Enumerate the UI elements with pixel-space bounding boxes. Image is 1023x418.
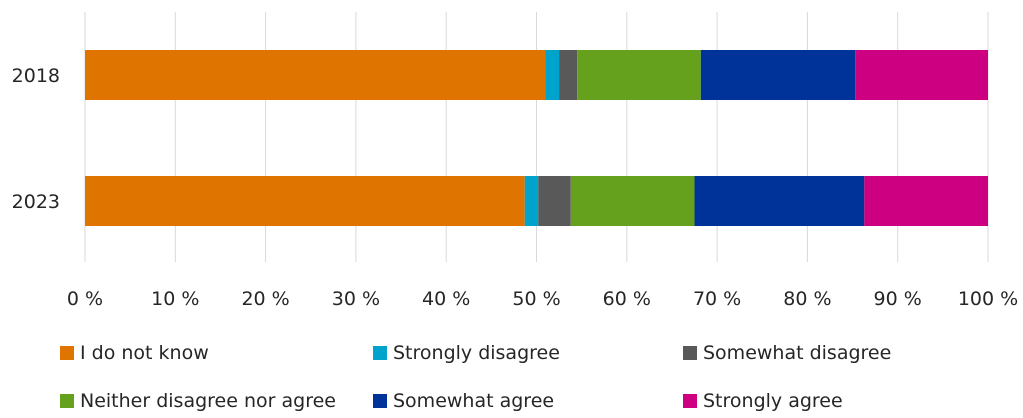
bar-segment	[85, 176, 525, 226]
bar-segment	[538, 176, 571, 226]
legend-label: Strongly agree	[703, 390, 843, 412]
bar-segment	[524, 176, 539, 226]
legend-swatch	[60, 394, 74, 408]
x-tick-label: 50 %	[512, 288, 560, 310]
x-tick-label: 40 %	[422, 288, 470, 310]
legend-swatch	[683, 394, 697, 408]
x-tick-label: 90 %	[874, 288, 922, 310]
bar-segment	[577, 50, 701, 100]
bars	[85, 50, 988, 226]
legend-item: Strongly agree	[683, 390, 843, 412]
bar-segment	[855, 50, 988, 100]
bar-segment	[85, 50, 546, 100]
category-label: 2018	[12, 65, 60, 87]
legend-swatch	[683, 346, 697, 360]
bar-segment	[700, 50, 856, 100]
x-tick-label: 100 %	[958, 288, 1018, 310]
bar-segment	[570, 176, 695, 226]
legend-swatch	[373, 346, 387, 360]
legend-label: Somewhat disagree	[703, 342, 892, 364]
x-tick-label: 20 %	[241, 288, 289, 310]
legend-label: Neither disagree nor agree	[80, 390, 336, 412]
x-tick-label: 60 %	[603, 288, 651, 310]
x-tick-labels: 0 % 10 % 20 % 30 % 40 % 50 % 60 % 70 % 80 % 90 % 1…	[67, 288, 1018, 310]
x-tick-label: 0 %	[67, 288, 103, 310]
x-tick-label: 30 %	[332, 288, 380, 310]
x-tick-label: 80 %	[783, 288, 831, 310]
category-label: 2023	[12, 191, 60, 213]
legend: I do not know Strongly disagree Somewhat d…	[0, 330, 1023, 418]
category-labels: 2018 2023	[12, 65, 60, 213]
legend-label: Strongly disagree	[393, 342, 560, 364]
legend-item: Somewhat disagree	[683, 342, 891, 364]
x-tick-label: 70 %	[693, 288, 741, 310]
bar-segment	[694, 176, 865, 226]
legend-swatch	[373, 394, 387, 408]
legend-swatch	[60, 346, 74, 360]
legend-item: I do not know	[60, 342, 209, 364]
x-tick-label: 10 %	[151, 288, 199, 310]
legend-label: I do not know	[80, 342, 209, 364]
legend-item: Neither disagree nor agree	[60, 390, 336, 412]
stacked-bar-chart: 2018 2023 0 % 10 % 20 % 30 % 40 % 50 % 60 % 70 %…	[12, 12, 1018, 310]
legend-item: Strongly disagree	[373, 342, 560, 364]
bar-segment	[559, 50, 578, 100]
legend-item: Somewhat agree	[373, 390, 554, 412]
bar-segment	[545, 50, 560, 100]
legend-label: Somewhat agree	[393, 390, 555, 412]
bar-segment	[864, 176, 988, 226]
